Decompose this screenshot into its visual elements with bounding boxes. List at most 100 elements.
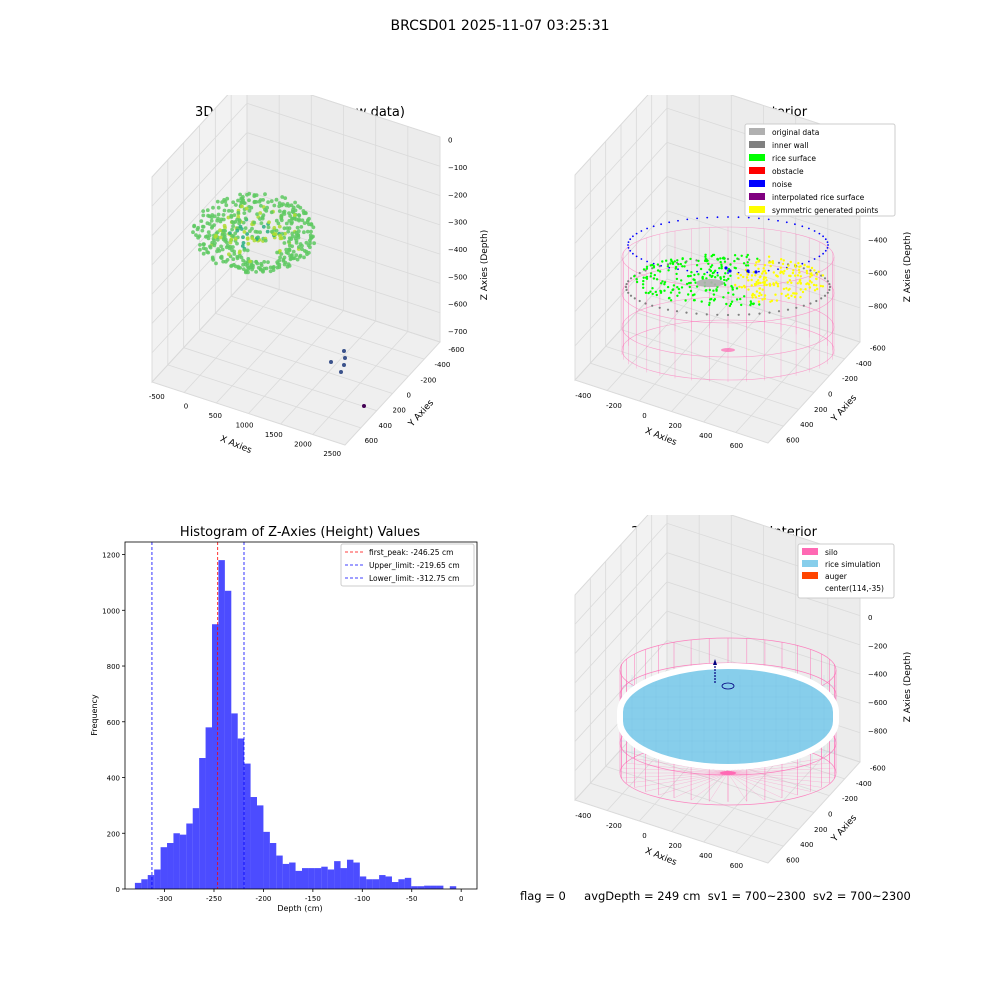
rice-surface-point: [653, 273, 656, 277]
rice-surface-point: [678, 291, 681, 294]
chart-histogram: Histogram of Z-Axies (Height) Values -30…: [90, 525, 478, 913]
rice-surface-point: [736, 257, 739, 260]
histogram-bar: [218, 560, 225, 889]
noise-point: [696, 217, 698, 220]
noise-point: [646, 227, 648, 230]
data-point: [238, 192, 243, 197]
symmetric-point: [793, 263, 797, 266]
noise-point: [758, 217, 760, 220]
simulation-surface: [617, 637, 839, 806]
x-tick-label: 500: [209, 412, 222, 420]
data-point: [272, 232, 277, 236]
data-point: [247, 191, 252, 196]
data-point: [216, 205, 221, 210]
histogram-bar: [411, 886, 418, 889]
rice-surface-point: [675, 277, 679, 281]
symmetric-point: [774, 293, 777, 296]
noise-point: [827, 244, 829, 246]
rice-surface-point: [699, 267, 703, 271]
inner-wall-point: [748, 313, 751, 316]
symmetric-point: [799, 281, 802, 284]
noise-point: [818, 255, 821, 258]
data-point: [302, 221, 307, 225]
symmetric-point: [821, 285, 825, 288]
legend-swatch: [802, 572, 818, 579]
data-point: [304, 240, 309, 245]
histogram-bar: [327, 869, 335, 889]
x-tick-label: 0: [459, 895, 463, 903]
axes-3d-box: [151, 95, 441, 446]
symmetric-point: [757, 300, 761, 303]
symmetric-point: [755, 261, 758, 264]
y-tick-label: 200: [393, 407, 406, 415]
z-tick-label: −400: [868, 671, 887, 679]
data-point: [230, 227, 235, 232]
grid-line: [151, 190, 441, 295]
inner-wall-point: [666, 263, 670, 266]
noise-point: [716, 216, 719, 219]
x-tick-label: -150: [305, 895, 321, 903]
data-point: [192, 223, 197, 228]
noise-point: [808, 260, 810, 263]
x-tick-label: 0: [642, 832, 646, 840]
data-point: [264, 266, 269, 271]
inner-wall-point: [627, 280, 630, 283]
inner-wall-point: [802, 304, 805, 307]
data-point: [200, 228, 205, 233]
z-tick-label: −800: [868, 728, 887, 736]
legend-label: interpolated rice surface: [772, 193, 865, 202]
data-point: [305, 229, 310, 234]
data-point: [244, 269, 249, 274]
axes: -300 -250 -200 -150 -100 -50 0 0 200 400 600 800 100…: [102, 541, 478, 903]
y-tick-label: -200: [842, 375, 858, 383]
inner-wall-point: [726, 257, 730, 261]
x-tick-label: -500: [149, 393, 165, 401]
symmetric-point: [799, 275, 802, 278]
y-tick-label: 0: [116, 886, 120, 894]
z-axis-label: Z Axies (Depth): [903, 652, 913, 723]
rice-surface-point: [674, 267, 677, 270]
symmetric-point: [760, 293, 763, 297]
silo-wire-ring: [621, 319, 835, 381]
data-point: [274, 218, 279, 223]
z-tick-label: −800: [868, 303, 887, 311]
symmetric-point: [768, 284, 772, 287]
symmetric-point: [740, 286, 744, 289]
x-axis-label: Depth (cm): [277, 904, 322, 913]
rice-surface-point: [746, 261, 749, 264]
x-tick-label: 2500: [323, 450, 341, 458]
symmetric-point: [779, 266, 782, 269]
data-point: [214, 261, 218, 266]
rice-surface-point: [669, 299, 673, 302]
symmetric-point: [780, 270, 784, 274]
noise-point: [627, 247, 630, 249]
histogram-bar: [224, 590, 232, 889]
symmetric-point: [763, 264, 767, 267]
symmetric-point: [761, 288, 764, 291]
legend: original data inner wall rice surface obsta…: [744, 123, 896, 217]
inner-wall-point: [651, 267, 654, 270]
noise-point: [813, 230, 816, 232]
data-point: [201, 213, 206, 218]
inner-wall-point: [795, 306, 798, 309]
data-point: [293, 208, 298, 213]
data-point: [294, 234, 298, 238]
data-point: [275, 250, 279, 255]
silo-floor-spoke: [709, 772, 729, 802]
x-tick-label: 600: [730, 862, 743, 870]
rice-surface-point: [649, 264, 652, 267]
grid-line: [574, 278, 861, 381]
symmetric-point: [786, 281, 789, 284]
noise-point: [813, 258, 816, 260]
data-point: [227, 252, 231, 257]
noise-point: [677, 219, 679, 222]
data-point: [205, 250, 210, 254]
scatter-points: [191, 191, 366, 408]
inner-wall-point: [675, 310, 679, 313]
symmetric-point: [783, 269, 786, 273]
rice-surface-point: [722, 257, 726, 260]
data-point: [198, 243, 202, 247]
rice-surface-point: [644, 291, 648, 294]
data-point: [282, 212, 287, 216]
histogram-bar: [212, 624, 219, 889]
